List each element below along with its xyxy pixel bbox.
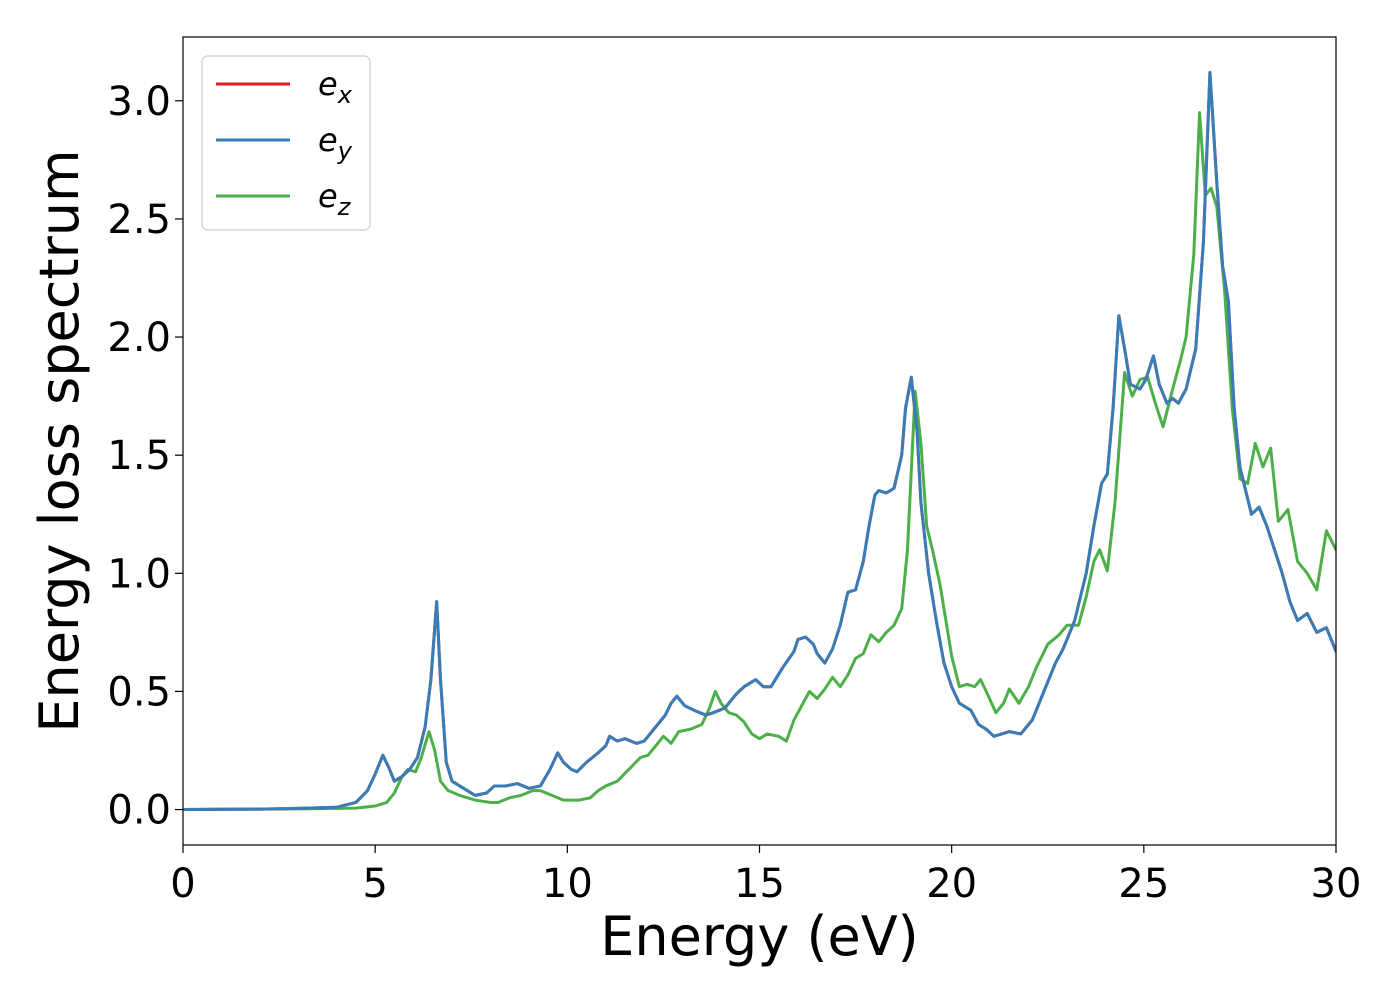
legend-box: [201, 55, 371, 231]
plot-lines: [183, 70, 1336, 812]
series-line-e-z: [183, 111, 1336, 812]
legend-item-e-z: ez: [216, 177, 352, 221]
y-axis: 0.0 0.5 1.0 1.5 2.0 2.5 3.0: [107, 79, 183, 834]
x-tick-label: 25: [1118, 861, 1169, 907]
legend-label: ex: [318, 65, 353, 109]
series-line-e-y: [183, 70, 1336, 812]
y-tick-label: 2.5: [107, 197, 171, 243]
x-axis-label: Energy (eV): [600, 905, 919, 968]
y-tick-label: 0.0: [107, 788, 171, 834]
legend-item-e-x: ex: [216, 65, 353, 109]
legend: ex ey ez: [201, 55, 371, 231]
x-tick-label: 20: [926, 861, 977, 907]
x-tick-label: 15: [734, 861, 785, 907]
x-tick-label: 30: [1311, 861, 1362, 907]
y-tick-label: 2.0: [107, 315, 171, 361]
y-tick-label: 0.5: [107, 669, 171, 715]
x-tick-label: 5: [362, 861, 387, 907]
legend-label: ey: [318, 121, 353, 165]
x-tick-label: 10: [542, 861, 593, 907]
legend-label: ez: [318, 177, 352, 221]
x-axis: 0 5 10 15 20 25 30: [170, 845, 1361, 907]
y-tick-label: 3.0: [107, 79, 171, 125]
x-tick-label: 0: [170, 861, 195, 907]
y-tick-label: 1.5: [107, 433, 171, 479]
legend-item-e-y: ey: [216, 121, 353, 165]
y-tick-label: 1.0: [107, 551, 171, 597]
y-axis-label: Energy loss spectrum: [28, 149, 91, 732]
